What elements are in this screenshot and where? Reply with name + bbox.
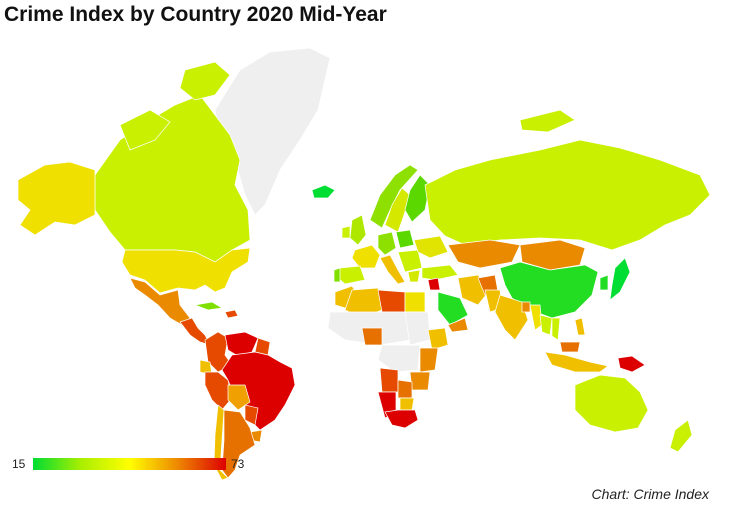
country-portugal[interactable]: [333, 267, 341, 283]
country-new-zealand[interactable]: [669, 419, 693, 453]
country-iceland[interactable]: [311, 184, 336, 199]
country-philippines[interactable]: [574, 317, 586, 336]
country-png[interactable]: [617, 355, 646, 373]
legend-min-label: 15: [12, 457, 26, 471]
legend-color-bar: [33, 458, 226, 470]
country-australia[interactable]: [574, 374, 649, 433]
country-korea[interactable]: [599, 274, 609, 291]
country-kenya[interactable]: [419, 347, 439, 373]
country-alaska[interactable]: [17, 161, 96, 236]
country-malaysia[interactable]: [559, 341, 581, 353]
legend-max-label: 73: [231, 457, 245, 471]
country-greenland[interactable]: [214, 47, 331, 216]
country-indonesia[interactable]: [544, 351, 609, 373]
country-egypt[interactable]: [404, 291, 426, 313]
country-japan[interactable]: [609, 257, 631, 301]
country-ukraine[interactable]: [413, 235, 449, 259]
country-syria-iraq[interactable]: [427, 277, 441, 291]
country-france[interactable]: [351, 244, 381, 269]
country-usa[interactable]: [121, 247, 251, 294]
country-ethiopia[interactable]: [427, 327, 449, 351]
country-argentina[interactable]: [221, 409, 256, 479]
country-spain[interactable]: [337, 265, 366, 285]
country-mongolia[interactable]: [519, 239, 586, 271]
country-italy[interactable]: [379, 254, 406, 285]
country-kazakhstan[interactable]: [447, 239, 521, 269]
country-germany[interactable]: [377, 231, 397, 256]
country-canada-arctic[interactable]: [179, 61, 231, 101]
country-vietnam[interactable]: [551, 317, 561, 341]
country-bolivia[interactable]: [227, 384, 251, 411]
country-hispaniola[interactable]: [224, 309, 239, 319]
country-nigeria[interactable]: [361, 327, 383, 346]
country-libya[interactable]: [377, 289, 406, 313]
country-venezuela[interactable]: [224, 331, 259, 357]
chart-credit: Chart: Crime Index: [591, 486, 709, 502]
country-uk[interactable]: [349, 214, 367, 246]
country-zambia[interactable]: [397, 379, 413, 399]
country-russia[interactable]: [424, 139, 711, 251]
country-yemen[interactable]: [447, 317, 469, 333]
country-angola[interactable]: [379, 367, 399, 393]
country-norway[interactable]: [369, 164, 419, 229]
country-saudi-arabia[interactable]: [437, 291, 469, 326]
country-thailand[interactable]: [539, 314, 553, 336]
country-peru[interactable]: [204, 371, 233, 411]
country-finland[interactable]: [404, 174, 431, 223]
country-balkans[interactable]: [397, 249, 423, 273]
country-paraguay[interactable]: [244, 404, 259, 426]
country-turkey[interactable]: [421, 264, 459, 281]
country-greece[interactable]: [407, 269, 421, 283]
country-central-africa[interactable]: [377, 344, 421, 373]
country-south-africa[interactable]: [384, 409, 419, 429]
country-canada-baffin[interactable]: [119, 109, 171, 151]
country-russia-north[interactable]: [519, 109, 576, 133]
world-map: [0, 34, 731, 484]
country-zimbabwe[interactable]: [399, 397, 415, 411]
country-tanzania[interactable]: [409, 371, 431, 391]
country-cuba[interactable]: [193, 301, 224, 311]
chart-title: Crime Index by Country 2020 Mid-Year: [4, 3, 387, 26]
country-ireland[interactable]: [341, 225, 351, 239]
country-poland[interactable]: [395, 229, 415, 249]
country-bangladesh[interactable]: [521, 301, 531, 313]
